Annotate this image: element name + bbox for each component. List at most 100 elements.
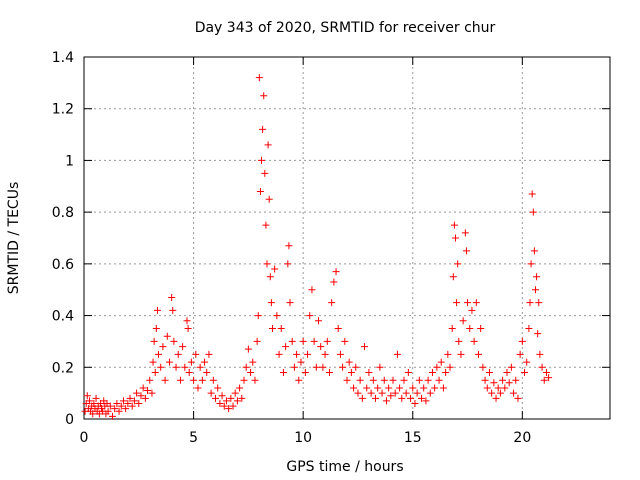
data-point	[483, 384, 491, 392]
data-point	[259, 125, 267, 133]
data-point	[260, 92, 268, 100]
data-point	[176, 376, 184, 384]
data-point	[435, 376, 443, 384]
data-point	[262, 221, 270, 229]
data-point	[220, 402, 228, 410]
data-point	[533, 273, 541, 281]
data-point	[306, 312, 314, 320]
data-point	[530, 247, 538, 255]
data-point	[367, 389, 375, 397]
data-point	[378, 389, 386, 397]
data-point	[203, 368, 211, 376]
grid	[84, 57, 610, 419]
data-point	[277, 325, 285, 332]
data-point	[426, 389, 434, 397]
data-point	[236, 384, 244, 392]
data-point	[212, 394, 219, 402]
data-point	[514, 394, 522, 402]
data-point	[350, 384, 358, 392]
data-point	[263, 260, 271, 268]
data-point	[174, 350, 182, 358]
data-point	[317, 343, 325, 351]
data-point	[323, 337, 331, 345]
data-point	[251, 376, 259, 384]
data-point	[451, 234, 459, 242]
data-point	[446, 363, 454, 371]
data-point	[286, 299, 294, 307]
data-point	[161, 376, 169, 384]
x-tick-label: 10	[294, 430, 312, 446]
data-point	[479, 363, 487, 371]
data-point	[266, 273, 274, 281]
data-point	[518, 337, 526, 345]
data-point	[442, 368, 450, 376]
data-point	[347, 368, 355, 376]
data-point	[466, 325, 474, 332]
data-point	[529, 208, 537, 216]
data-point	[354, 389, 362, 397]
data-point	[470, 337, 478, 345]
data-point	[376, 363, 384, 371]
data-point	[196, 363, 204, 371]
data-point	[328, 299, 336, 307]
data-point	[253, 337, 261, 345]
data-point	[512, 376, 520, 384]
data-point	[258, 156, 266, 164]
data-point	[155, 350, 163, 358]
data-point	[285, 242, 293, 250]
data-point	[233, 397, 241, 405]
data-point	[240, 376, 248, 384]
data-point	[428, 368, 436, 376]
data-point	[521, 368, 529, 376]
data-point	[273, 312, 281, 320]
data-point	[545, 374, 553, 382]
data-point	[398, 394, 406, 402]
data-point	[198, 376, 206, 384]
data-point	[369, 376, 377, 384]
data-point	[393, 350, 401, 358]
data-point	[301, 368, 309, 376]
data-point	[454, 260, 462, 268]
data-point	[108, 412, 116, 420]
chart-title: Day 343 of 2020, SRMTID for receiver chu…	[195, 20, 496, 36]
data-point	[113, 399, 121, 407]
data-point	[528, 190, 536, 198]
data-point	[453, 299, 461, 307]
y-axis-label: SRMTID / TECUs	[6, 182, 22, 295]
data-point	[481, 376, 489, 384]
data-point	[256, 187, 264, 195]
data-point	[264, 141, 272, 149]
data-point	[420, 384, 428, 392]
data-point	[315, 317, 323, 325]
data-point	[181, 363, 189, 371]
data-point	[137, 392, 145, 400]
x-tick-label: 15	[404, 430, 422, 446]
data-point	[169, 306, 177, 314]
data-point	[523, 358, 531, 366]
data-point	[382, 397, 390, 405]
data-point	[163, 332, 171, 340]
data-point	[225, 405, 233, 413]
data-points	[81, 74, 553, 420]
y-tick-label: 0.4	[52, 309, 74, 325]
data-point	[341, 337, 349, 345]
data-point	[400, 376, 408, 384]
data-point	[389, 376, 397, 384]
x-tick-label: 5	[189, 430, 198, 446]
data-point	[450, 221, 458, 229]
data-point	[325, 368, 333, 376]
data-point	[194, 384, 202, 392]
data-point	[361, 343, 369, 351]
data-point	[411, 399, 419, 407]
data-point	[462, 247, 470, 255]
data-point	[247, 368, 255, 376]
data-point	[249, 358, 257, 366]
data-point	[295, 376, 303, 384]
data-point	[165, 358, 173, 366]
data-point	[133, 389, 141, 397]
data-point	[297, 358, 305, 366]
data-point	[433, 363, 441, 371]
x-tick-label: 20	[513, 430, 531, 446]
data-point	[104, 407, 112, 415]
data-point	[418, 394, 426, 402]
